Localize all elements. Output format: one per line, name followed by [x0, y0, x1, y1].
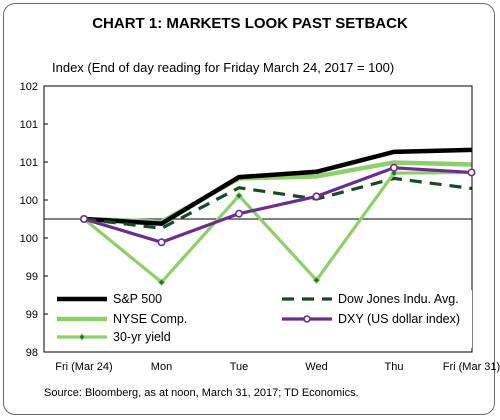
- y-tick-label: 100: [20, 233, 38, 245]
- legend-marker: [78, 333, 86, 341]
- data-point: [467, 168, 476, 177]
- chart-axes: 98 99 99 100 100 101 101 102 Fri (Mar 24) Mon Tue W…: [20, 81, 500, 373]
- y-tick-label: 101: [20, 119, 38, 131]
- legend-marker: [303, 315, 311, 323]
- x-tick-label: Wed: [305, 361, 327, 373]
- y-tick-label: 98: [26, 347, 38, 359]
- source-text: Bloomberg, as at noon, March 31, 2017; T…: [84, 387, 359, 399]
- data-point: [312, 192, 321, 201]
- y-tick-label: 99: [26, 271, 38, 283]
- series-line: [83, 147, 472, 226]
- data-point: [80, 215, 89, 224]
- chart-series: [80, 147, 476, 287]
- data-point: [235, 191, 243, 200]
- x-tick-label: Fri (Mar 24): [55, 361, 112, 373]
- legend-label: S&P 500: [113, 292, 162, 306]
- x-tick-label: Mon: [151, 361, 172, 373]
- data-point: [389, 163, 398, 172]
- legend-label: DXY (US dollar index): [338, 312, 460, 326]
- data-point: [157, 238, 166, 247]
- series-line: [83, 176, 472, 230]
- series-line: [82, 170, 472, 284]
- legend-label: 30-yr yield: [113, 330, 171, 344]
- y-tick-label: 101: [20, 157, 38, 169]
- y-tick-label: 99: [26, 309, 38, 321]
- legend-background: [50, 290, 472, 348]
- x-tick-label: Tue: [230, 361, 249, 373]
- data-point: [312, 276, 321, 285]
- data-point: [390, 169, 398, 178]
- data-point: [157, 278, 166, 287]
- y-tick-label: 100: [20, 195, 38, 207]
- series-line: [83, 166, 472, 244]
- x-tick-label: Thu: [385, 361, 404, 373]
- chart-legend: S&P 500 Dow Jones Indu. Avg. NYSE Comp. DXY…: [50, 290, 472, 348]
- legend-label: Dow Jones Indu. Avg.: [338, 292, 459, 306]
- data-point: [235, 209, 244, 218]
- x-tick-label: Fri (Mar 31): [443, 361, 500, 373]
- chart-title: CHART 1: MARKETS LOOK PAST SETBACK: [92, 15, 408, 32]
- chart-source: Source: Bloomberg, as at noon, March 31,…: [44, 387, 359, 399]
- legend-label: NYSE Comp.: [113, 312, 187, 326]
- chart-subtitle: Index (End of day reading for Friday Mar…: [52, 60, 395, 75]
- y-tick-label: 102: [20, 81, 38, 93]
